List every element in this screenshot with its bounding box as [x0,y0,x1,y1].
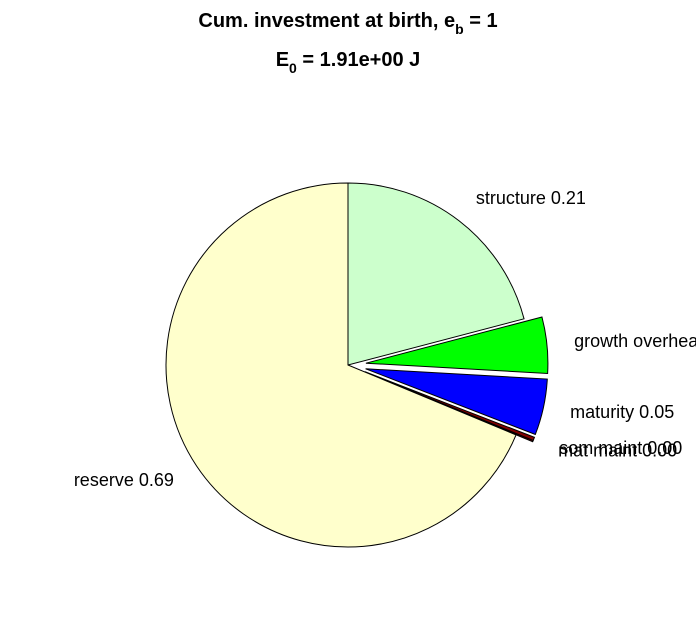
pie-label-1: growth overhead 0.05 [574,331,696,351]
chart-title-line1: Cum. investment at birth, eb = 1 [198,10,497,37]
pie-labels: structure 0.21 growth overhead 0.05 maturi… [74,188,696,490]
pie-label-5: reserve 0.69 [74,470,174,490]
pie-label-2: maturity 0.05 [570,402,674,422]
pie-slice-2 [365,368,548,436]
chart-title-line2: E0 = 1.91e+00 J [276,49,421,76]
pie-slice-5 [165,182,517,548]
pie-slices [165,182,549,548]
pie-label-3: som maint 0.00 [559,438,682,458]
pie-label-4: mat maint 0.00 [558,440,677,460]
pie-slice-0 [347,182,525,366]
pie-label-0: structure 0.21 [476,188,586,208]
pie-slice-1 [365,316,549,374]
